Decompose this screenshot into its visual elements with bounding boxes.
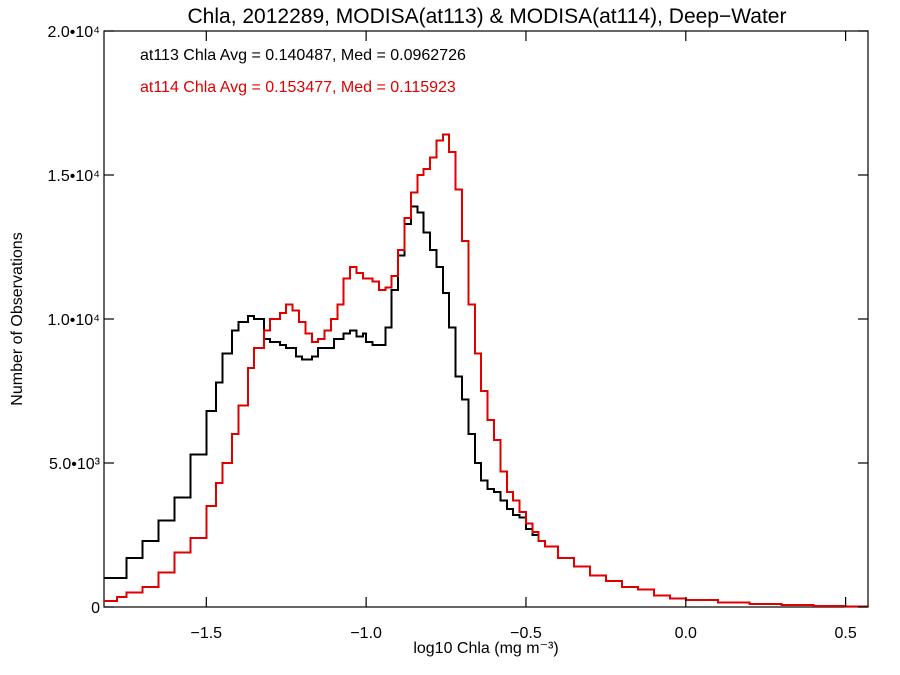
y-tick-label: 2.0•10⁴ xyxy=(47,24,100,41)
y-axis-label: Number of Observations xyxy=(9,232,26,405)
x-tick-label: 0.0 xyxy=(675,625,697,642)
series-line-1 xyxy=(104,133,869,608)
series-line-0 xyxy=(104,205,869,608)
plot-area: −1.5 −1.0 −0.5 0.0 0.5 0 5.0•10³ 1.0•10⁴ 1.5•10⁴… xyxy=(47,24,869,642)
annotation-at113: at113 Chla Avg = 0.140487, Med = 0.09627… xyxy=(140,47,466,64)
x-tick-label: 0.5 xyxy=(834,625,856,642)
y-tick-label: 1.5•10⁴ xyxy=(47,168,100,185)
series-layer xyxy=(104,133,869,608)
x-tick-label: −0.5 xyxy=(510,625,542,642)
x-axis-label: log10 Chla (mg m⁻³) xyxy=(413,640,558,657)
annotation-at114: at114 Chla Avg = 0.153477, Med = 0.11592… xyxy=(140,79,456,96)
x-tick-label: −1.0 xyxy=(350,625,382,642)
y-tick-label: 5.0•10³ xyxy=(49,456,101,473)
tick-layer: −1.5 −1.0 −0.5 0.0 0.5 0 5.0•10³ 1.0•10⁴ 1.5•10⁴… xyxy=(47,24,868,642)
x-tick-label: −1.5 xyxy=(190,625,222,642)
y-tick-label: 1.0•10⁴ xyxy=(47,312,100,329)
chart-title: Chla, 2012289, MODISA(at113) & MODISA(at… xyxy=(188,5,787,28)
y-tick-label: 0 xyxy=(91,600,100,617)
plot-frame xyxy=(103,30,869,608)
